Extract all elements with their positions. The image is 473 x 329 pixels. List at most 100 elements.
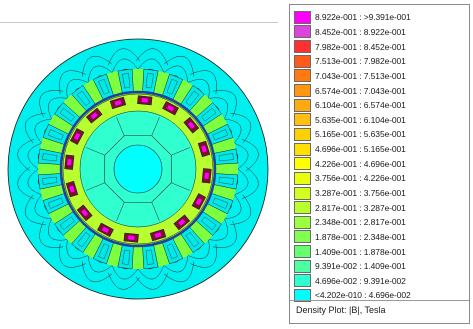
legend-caption: Density Plot: |B|, Tesla [296, 305, 386, 315]
legend-swatch [294, 259, 311, 273]
legend-label: 6.104e-001 : 6.574e-001 [315, 100, 406, 111]
flux-line [241, 138, 259, 172]
flux-line [48, 97, 68, 120]
legend-swatch [294, 171, 311, 185]
legend-row: 2.817e-001 : 3.287e-001 [294, 200, 468, 215]
flux-line [27, 142, 42, 170]
legend-row: 1.409e-001 : 1.878e-001 [294, 244, 468, 259]
legend-row: 4.696e-001 : 5.165e-001 [294, 142, 468, 157]
magnet-core [81, 209, 89, 217]
flux-line [24, 194, 46, 226]
flux-line [34, 118, 52, 144]
magnet-core [114, 100, 122, 106]
magnet-core [128, 235, 135, 240]
slot-flux-line [145, 249, 154, 265]
legend-label: 6.574e-001 : 7.043e-001 [315, 85, 406, 96]
legend-label: 1.409e-001 : 1.878e-001 [315, 246, 406, 257]
slot-flux-line [98, 243, 110, 260]
flux-line [111, 58, 139, 73]
flux-line [17, 166, 35, 200]
legend-swatch [294, 245, 311, 259]
legend-swatch [294, 84, 311, 98]
density-plot-panel [0, 22, 278, 307]
legend-row: 2.348e-001 : 2.817e-001 [294, 215, 468, 230]
slot-flux-line [166, 243, 178, 260]
flux-line [224, 194, 242, 220]
flux-line [163, 55, 195, 77]
legend-row: 7.043e-001 : 7.513e-001 [294, 69, 468, 84]
slot-flux-line [218, 153, 234, 162]
legend-label: 4.696e-002 : 9.391e-002 [315, 275, 406, 286]
flux-line [135, 272, 169, 290]
legend-row: 4.226e-001 : 4.696e-001 [294, 156, 468, 171]
legend-row: 5.635e-001 : 6.104e-001 [294, 112, 468, 127]
legend-swatch [294, 274, 311, 288]
magnet-core [90, 112, 98, 120]
rotor-web-line [86, 182, 105, 191]
flux-line [24, 112, 46, 144]
flux-line [163, 255, 189, 273]
magnet-core [141, 98, 148, 103]
flux-line [39, 90, 64, 117]
magnet-core [195, 197, 203, 206]
flux-line [27, 168, 42, 196]
rotor-web-line [171, 182, 190, 191]
slot-flux-line [42, 176, 58, 185]
legend-swatch [294, 40, 311, 54]
rotor-web-line [86, 147, 105, 156]
flux-line [87, 255, 113, 273]
legend-swatch [294, 69, 311, 83]
legend-label: 5.635e-001 : 6.104e-001 [315, 114, 406, 125]
legend-row: 8.452e-001 : 8.922e-001 [294, 25, 468, 40]
legend-row: 9.391e-002 : 1.409e-001 [294, 259, 468, 274]
legend-label: 4.226e-001 : 4.696e-001 [315, 158, 406, 169]
flux-line [230, 112, 252, 144]
flux-line [212, 90, 237, 117]
legend-label: 4.696e-001 : 5.165e-001 [315, 144, 406, 155]
slot-flux-line [76, 232, 91, 248]
slot-flux-line [201, 216, 217, 231]
motor-layers [7, 38, 269, 300]
legend-row: 3.756e-001 : 4.226e-001 [294, 171, 468, 186]
magnet-core [154, 232, 162, 238]
legend-divider [290, 300, 469, 301]
magnet-core [67, 159, 72, 166]
flux-line [187, 79, 210, 99]
legend-swatch [294, 10, 311, 24]
legend-row: <4.202e-010 : 4.696e-002 [294, 288, 468, 303]
flux-line [163, 261, 195, 283]
flux-line [59, 243, 86, 268]
slot-flux-line [42, 153, 58, 162]
flux-line [208, 97, 228, 120]
flux-line [17, 138, 35, 172]
rotor-shaft [113, 144, 163, 194]
legend-label: 7.982e-001 : 8.452e-001 [315, 41, 406, 52]
slot-flux-line [201, 107, 217, 122]
legend-list: 8.922e-001 : >9.391e-001 8.452e-001 : 8.9… [294, 10, 468, 303]
legend-swatch [294, 54, 311, 68]
flux-line [111, 265, 139, 280]
legend-label: 2.348e-001 : 2.817e-001 [315, 217, 406, 228]
legend-swatch [294, 25, 311, 39]
legend-label: 7.043e-001 : 7.513e-001 [315, 70, 406, 81]
legend-row: 5.165e-001 : 5.635e-001 [294, 127, 468, 142]
slot-flux-line [166, 78, 178, 95]
legend-label: 1.878e-001 : 2.348e-001 [315, 231, 406, 242]
flux-line [224, 118, 242, 144]
legend-row: 7.982e-001 : 8.452e-001 [294, 39, 468, 54]
magnet-core [69, 185, 75, 193]
flux-line [59, 70, 86, 95]
flux-line [34, 194, 52, 220]
flux-line [66, 79, 89, 99]
legend-label: 3.756e-001 : 4.226e-001 [315, 173, 406, 184]
density-legend: 8.922e-001 : >9.391e-001 8.452e-001 : 8.9… [289, 4, 470, 324]
slot-flux-line [59, 216, 75, 231]
rotor-web-line [171, 147, 190, 156]
flux-line [241, 166, 259, 200]
legend-swatch [294, 288, 311, 302]
flux-line [190, 243, 217, 268]
legend-label: <4.202e-010 : 4.696e-002 [315, 290, 411, 301]
legend-label: 2.817e-001 : 3.287e-001 [315, 202, 406, 213]
legend-row: 1.878e-001 : 2.348e-001 [294, 230, 468, 245]
magnet-core [73, 132, 81, 141]
